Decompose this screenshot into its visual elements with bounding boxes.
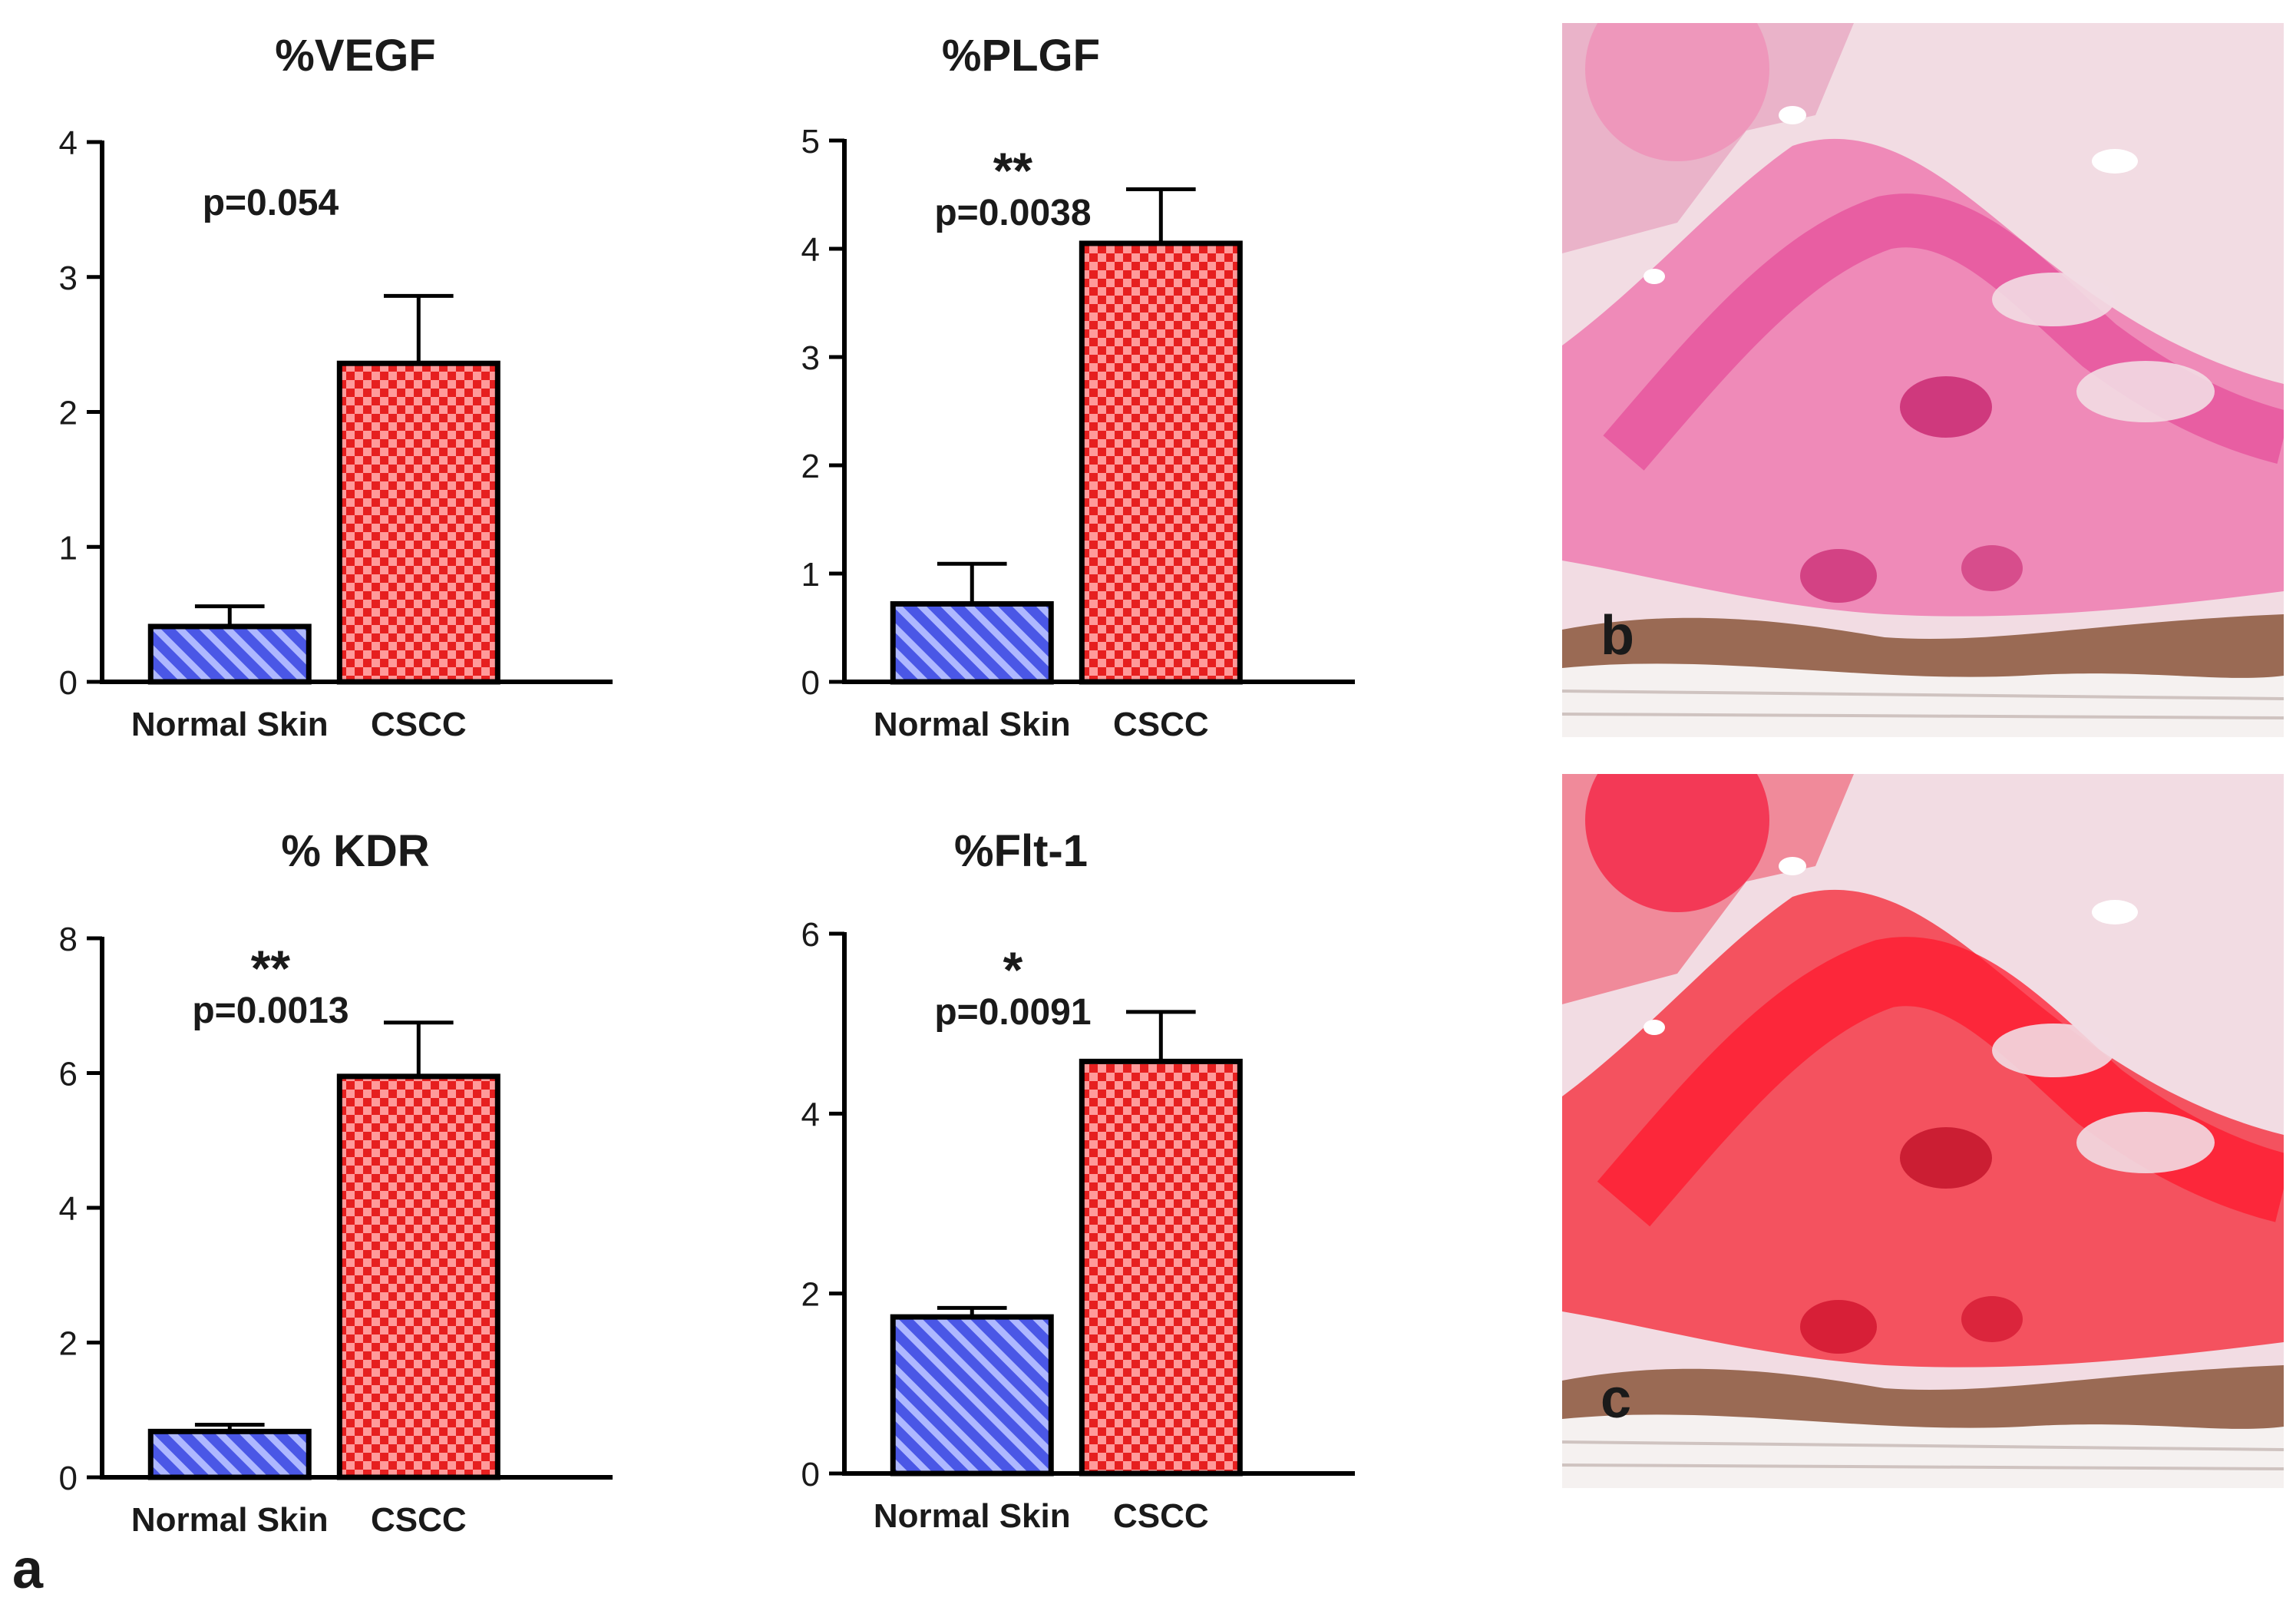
chart-kdr: % KDR 0 2 4 6 8 Normal Skin CSCC **p=0.0013 <box>59 826 613 1539</box>
chart-kdr-ytick-label-0: 0 <box>59 1460 78 1497</box>
chart-kdr-xtick-label-normal-skin: Normal Skin <box>131 1501 329 1539</box>
chart-flt-1-bar-cscc <box>1079 1058 1243 1477</box>
chart-plgf-pvalue: p=0.0038 <box>934 193 1091 233</box>
chart-flt-1-ytick-label-0: 0 <box>801 1456 820 1493</box>
chart-plgf: %PLGF 0 1 2 3 4 5 Normal Skin CSCC **p=0.0038 <box>801 31 1355 743</box>
chart-vegf-ytick-label-3: 3 <box>59 260 78 297</box>
micrograph-b-label: b <box>1601 605 1634 666</box>
chart-kdr-bar-cscc <box>336 1073 500 1480</box>
chart-plgf-bar-cscc <box>1079 240 1243 685</box>
micrograph-c-image <box>1562 774 2284 1488</box>
chart-flt-1-ytick-label-4: 4 <box>801 1096 820 1133</box>
chart-kdr-title: % KDR <box>281 826 429 876</box>
chart-vegf-xtick-label-normal-skin: Normal Skin <box>131 706 329 743</box>
chart-flt-1-bar-normal-skin <box>890 1314 1054 1477</box>
chart-kdr-significance-stars: ** <box>251 940 291 997</box>
chart-plgf-bar-normal-skin <box>890 600 1054 685</box>
chart-flt-1-xtick-label-cscc: CSCC <box>1113 1497 1209 1535</box>
chart-flt-1-ytick-label-2: 2 <box>801 1276 820 1314</box>
chart-kdr-bar-normal-skin <box>147 1428 312 1480</box>
chart-plgf-ytick-label-5: 5 <box>801 123 820 160</box>
chart-flt1: %Flt-1 0 2 4 6 Normal Skin CSCC *p=0.0091 <box>801 826 1355 1535</box>
chart-plgf-ytick-label-2: 2 <box>801 448 820 485</box>
chart-plgf-ytick-label-4: 4 <box>801 231 820 269</box>
micrograph-b: b <box>1562 23 2284 737</box>
chart-plgf-xtick-label-cscc: CSCC <box>1113 706 1209 743</box>
micrograph-c-label: c <box>1601 1368 1632 1430</box>
chart-flt-1-significance-stars: * <box>1003 941 1023 998</box>
chart-plgf-ytick-label-1: 1 <box>801 556 820 594</box>
chart-kdr-pvalue: p=0.0013 <box>192 991 349 1031</box>
chart-vegf-pvalue: p=0.054 <box>203 183 339 223</box>
chart-flt-1-pvalue: p=0.0091 <box>934 992 1091 1033</box>
chart-vegf: %VEGF 0 1 2 3 4 Normal Skin CSCC p=0.054 <box>59 31 613 743</box>
chart-vegf-ytick-label-4: 4 <box>59 124 78 162</box>
chart-kdr-ytick-label-6: 6 <box>59 1056 78 1093</box>
chart-kdr-ytick-label-4: 4 <box>59 1190 78 1228</box>
chart-flt-1-title: %Flt-1 <box>954 826 1088 876</box>
chart-vegf-title: %VEGF <box>275 31 436 81</box>
chart-kdr-ytick-label-2: 2 <box>59 1325 78 1363</box>
panel-label-a: a <box>12 1539 44 1600</box>
chart-plgf-ytick-label-0: 0 <box>801 664 820 702</box>
chart-plgf-title: %PLGF <box>942 31 1100 81</box>
chart-vegf-ytick-label-1: 1 <box>59 529 78 567</box>
chart-flt-1-ytick-label-6: 6 <box>801 916 820 954</box>
chart-plgf-xtick-label-normal-skin: Normal Skin <box>874 706 1071 743</box>
chart-kdr-xtick-label-cscc: CSCC <box>371 1501 467 1539</box>
chart-vegf-bar-cscc <box>336 360 500 685</box>
micrograph-c: c <box>1562 774 2284 1488</box>
chart-flt-1-xtick-label-normal-skin: Normal Skin <box>874 1497 1071 1535</box>
chart-vegf-bar-normal-skin <box>147 623 312 685</box>
chart-kdr-ytick-label-8: 8 <box>59 921 78 958</box>
chart-vegf-xtick-label-cscc: CSCC <box>371 706 467 743</box>
chart-vegf-ytick-label-0: 0 <box>59 664 78 702</box>
micrograph-b-image <box>1562 23 2284 737</box>
chart-plgf-significance-stars: ** <box>993 142 1033 199</box>
chart-plgf-ytick-label-3: 3 <box>801 339 820 377</box>
chart-vegf-ytick-label-2: 2 <box>59 395 78 432</box>
